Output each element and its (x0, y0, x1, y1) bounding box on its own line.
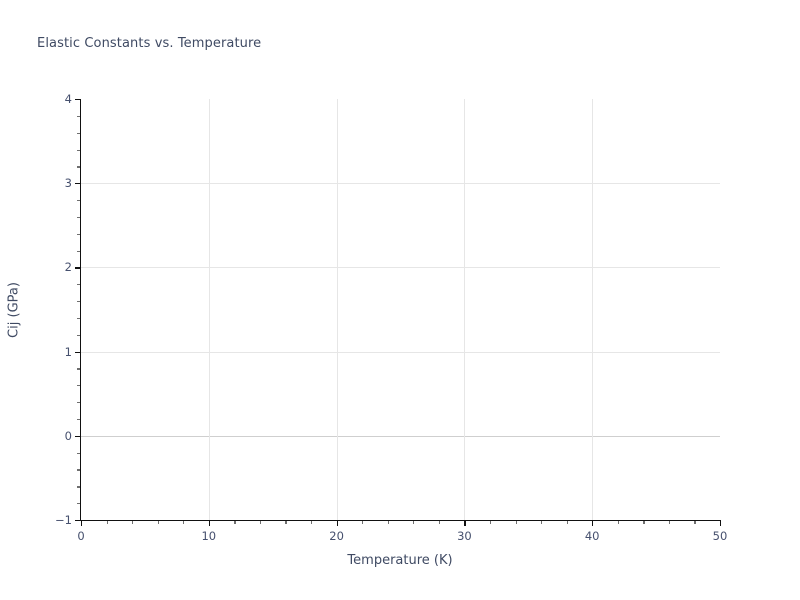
y-tick-label: −1 (55, 513, 72, 527)
x-tick-major (81, 521, 83, 526)
x-tick-minor (438, 521, 441, 524)
gridline-horizontal (81, 435, 720, 437)
x-tick-minor (668, 521, 671, 524)
x-tick-minor (489, 521, 492, 524)
y-tick-label: 0 (64, 428, 72, 443)
x-tick-minor (285, 521, 287, 524)
y-tick-minor (77, 250, 80, 252)
y-tick-major (75, 267, 80, 269)
x-tick-minor (183, 521, 185, 524)
y-tick-minor (77, 284, 80, 286)
x-tick-minor (362, 521, 364, 524)
y-tick-minor (77, 200, 80, 202)
x-tick-minor (515, 521, 517, 524)
x-tick-minor (387, 521, 389, 524)
y-tick-label: 1 (64, 344, 72, 359)
y-tick-minor (77, 301, 80, 303)
x-tick-minor (694, 521, 696, 524)
x-tick-minor (413, 521, 415, 524)
x-tick-major (208, 521, 210, 526)
y-tick-minor (77, 334, 80, 336)
y-tick-minor (77, 486, 80, 488)
x-tick-minor (541, 521, 543, 524)
x-tick-label: 50 (712, 529, 728, 543)
y-tick-minor (77, 166, 80, 168)
y-tick-minor (77, 216, 80, 219)
gridline-vertical (592, 99, 594, 520)
gridline-vertical (208, 99, 210, 520)
x-tick-major (592, 521, 594, 526)
gridline-horizontal (81, 183, 720, 185)
x-tick-major (464, 521, 466, 526)
y-tick-minor (77, 385, 80, 387)
y-tick-minor (77, 149, 80, 151)
y-tick-major (75, 351, 80, 353)
x-tick-major (336, 521, 338, 526)
x-tick-label: 40 (584, 529, 600, 543)
gridline-vertical (464, 99, 466, 520)
y-tick-major (75, 435, 80, 437)
x-tick-minor (132, 521, 134, 524)
x-tick-label: 20 (329, 529, 344, 543)
x-axis-spine (80, 520, 721, 522)
x-axis-title: Temperature (K) (347, 553, 453, 568)
gridline-vertical (336, 99, 338, 520)
x-tick-minor (259, 521, 262, 524)
x-tick-minor (643, 521, 645, 524)
y-tick-major (75, 99, 80, 101)
x-tick-minor (617, 521, 619, 524)
y-tick-minor (77, 233, 80, 235)
y-tick-minor (77, 418, 80, 421)
y-tick-minor (77, 452, 80, 454)
y-tick-major (75, 183, 80, 185)
y-tick-label: 2 (64, 260, 72, 275)
y-tick-minor (77, 469, 80, 471)
x-tick-minor (566, 521, 568, 524)
y-tick-major (75, 520, 80, 522)
plot-area (81, 99, 720, 520)
y-tick-minor (77, 317, 80, 320)
y-tick-minor (77, 132, 80, 134)
x-tick-label: 30 (457, 529, 472, 543)
x-tick-minor (311, 521, 313, 524)
y-tick-minor (77, 402, 80, 404)
y-tick-minor (77, 115, 80, 118)
y-tick-minor (77, 368, 80, 370)
chart-title: Elastic Constants vs. Temperature (37, 36, 262, 51)
y-tick-minor (77, 503, 80, 505)
x-tick-major (720, 521, 722, 526)
x-tick-minor (234, 521, 236, 524)
y-tick-label: 4 (64, 92, 72, 106)
y-axis-spine (80, 99, 82, 521)
gridline-horizontal (81, 351, 720, 353)
x-tick-label: 0 (77, 529, 85, 543)
x-tick-label: 10 (201, 529, 217, 543)
x-tick-minor (106, 521, 108, 524)
gridline-horizontal (81, 267, 720, 269)
y-tick-label: 3 (64, 176, 72, 191)
x-tick-minor (157, 521, 159, 524)
y-axis-title: Cij (GPa) (6, 282, 22, 338)
